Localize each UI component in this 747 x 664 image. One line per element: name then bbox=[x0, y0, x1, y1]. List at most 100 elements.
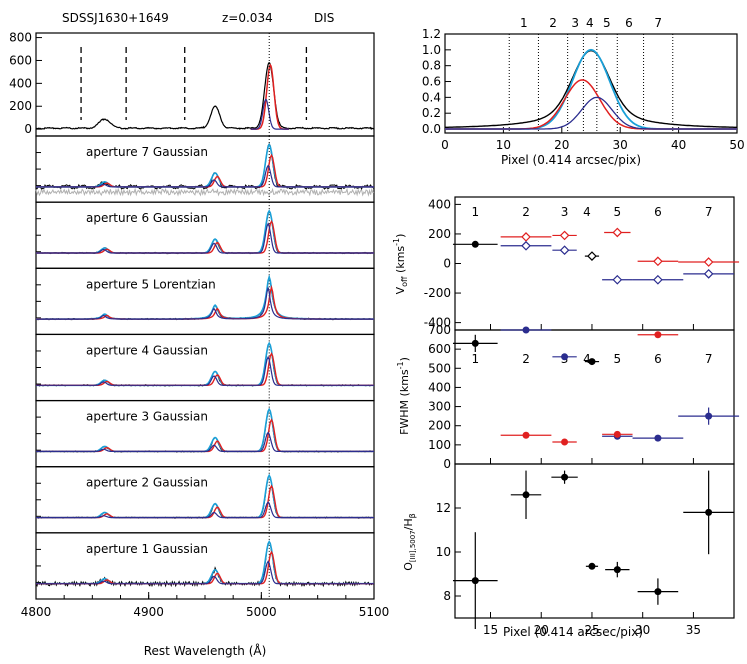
ratio-frame bbox=[454, 463, 735, 619]
y-tick-label: -400 bbox=[424, 316, 451, 330]
blue-fit-line bbox=[36, 222, 374, 254]
aperture-number: 6 bbox=[654, 205, 662, 219]
profile-line-red-component bbox=[445, 79, 737, 130]
data-point bbox=[521, 240, 531, 251]
y-tick-label: 0.4 bbox=[422, 90, 441, 104]
aperture-number: 3 bbox=[571, 16, 579, 30]
profile-line-total-oiii- bbox=[445, 48, 737, 130]
aperture-number: 7 bbox=[705, 352, 713, 366]
data-point bbox=[654, 434, 662, 442]
x-tick-label: 40 bbox=[671, 138, 686, 152]
data-point bbox=[705, 412, 713, 420]
data-point bbox=[559, 245, 570, 256]
y-tick-label: 1.0 bbox=[422, 43, 441, 57]
x-tick-label: 5100 bbox=[359, 605, 390, 619]
x-tick-label: 15 bbox=[483, 623, 498, 637]
top-panel-frame bbox=[35, 32, 375, 137]
y-tick-label: 10 bbox=[436, 545, 451, 559]
profile-frame bbox=[444, 33, 738, 134]
y-tick-label: 400 bbox=[428, 380, 451, 394]
y-tick-label: 200 bbox=[428, 227, 451, 241]
red-fit-line bbox=[36, 550, 374, 585]
data-point bbox=[613, 430, 621, 438]
data-point bbox=[613, 566, 621, 574]
fwhm-frame bbox=[454, 329, 735, 465]
y-tick-label: 8 bbox=[443, 589, 451, 603]
x-tick-label: 4800 bbox=[21, 605, 52, 619]
aperture-number: 3 bbox=[561, 205, 569, 219]
data-point bbox=[654, 331, 662, 339]
spectra-x-axis: 4800 4900 5000 5100 bbox=[21, 592, 390, 619]
aperture-label: aperture 7 Gaussian bbox=[86, 145, 208, 159]
aperture-spectra-panels: aperture 7 Gaussian aperture 6 Gaussian ap… bbox=[35, 135, 375, 600]
red-fit-line bbox=[36, 153, 374, 188]
fwhm-panel: 70060050040030020010001234567 bbox=[428, 323, 740, 471]
blue-fit-line bbox=[36, 287, 374, 320]
y-tick-label: 0.0 bbox=[422, 122, 441, 136]
x-tick-label: 20 bbox=[534, 623, 549, 637]
y-tick-label: 0.2 bbox=[422, 106, 441, 120]
y-tick-label: 600 bbox=[428, 342, 451, 356]
ratio-y-label: O[III],5007/Hβ bbox=[402, 513, 417, 570]
data-point bbox=[612, 274, 623, 285]
y-tick-label: 1.2 bbox=[422, 27, 441, 41]
data-point bbox=[705, 508, 713, 516]
y-tick-label: 0.6 bbox=[422, 75, 441, 89]
x-tick-label: 5000 bbox=[246, 605, 277, 619]
data-point bbox=[471, 240, 479, 248]
redshift-label: z=0.034 bbox=[222, 11, 273, 25]
x-tick-label: 20 bbox=[554, 138, 569, 152]
aperture-label: aperture 5 Lorentzian bbox=[86, 277, 216, 291]
data-point bbox=[561, 438, 569, 446]
x-tick-label: 4900 bbox=[133, 605, 164, 619]
data-point bbox=[471, 577, 479, 585]
aperture-panel: aperture 2 Gaussian bbox=[35, 466, 375, 534]
red-fit-line bbox=[36, 484, 374, 519]
aperture-label: aperture 4 Gaussian bbox=[86, 343, 208, 357]
aperture-label: aperture 2 Gaussian bbox=[86, 476, 208, 490]
aperture-number: 6 bbox=[654, 352, 662, 366]
aperture-number: 7 bbox=[705, 205, 713, 219]
data-point bbox=[653, 256, 663, 267]
y-tick-label: 600 bbox=[9, 53, 32, 67]
data-point bbox=[653, 274, 663, 285]
y-tick-label: 12 bbox=[436, 501, 451, 515]
aperture-number: 4 bbox=[583, 352, 591, 366]
combined-spectrum-panel: 800 600 400 200 0 bbox=[9, 31, 375, 137]
profile-line-blue-component bbox=[445, 96, 737, 130]
aperture-label: aperture 3 Gaussian bbox=[86, 410, 208, 424]
y-tick-label: 200 bbox=[428, 419, 451, 433]
spectra-x-label: Rest Wavelength (Å) bbox=[144, 643, 267, 658]
aperture-panel: aperture 3 Gaussian bbox=[35, 399, 375, 468]
red-fit-line bbox=[36, 418, 374, 453]
voff-y-label: Voff (kms-1) bbox=[392, 234, 409, 295]
data-point bbox=[587, 251, 597, 261]
x-tick-label: 35 bbox=[686, 623, 701, 637]
data-point bbox=[588, 562, 596, 570]
slit-profile-panel: 1.2 1.0 0.8 0.60.4 0.2 0.00 10 20 30 40 50 1 2 3 4 5 6 7 bbox=[422, 16, 745, 152]
data-point bbox=[703, 257, 714, 267]
aperture-number: 2 bbox=[549, 16, 557, 30]
y-tick-label: 300 bbox=[428, 400, 451, 414]
data-point bbox=[654, 588, 662, 596]
x-tick-label: 25 bbox=[584, 623, 599, 637]
blue-fit-line bbox=[36, 355, 374, 386]
y-tick-label: 700 bbox=[428, 323, 451, 337]
y-tick-label: 100 bbox=[428, 438, 451, 452]
data-point bbox=[522, 326, 530, 334]
aperture-panel: aperture 1 Gaussian bbox=[35, 532, 375, 600]
data-point bbox=[588, 358, 596, 366]
y-tick-label: 0 bbox=[24, 122, 32, 136]
aperture-number: 5 bbox=[614, 352, 622, 366]
aperture-number: 7 bbox=[654, 16, 662, 30]
data-point bbox=[522, 491, 530, 499]
red-fit-line bbox=[35, 284, 374, 320]
y-tick-label: 400 bbox=[9, 76, 32, 90]
combined-spectrum-line bbox=[35, 61, 374, 131]
data-point bbox=[561, 473, 569, 481]
blue-fit-line bbox=[36, 431, 374, 452]
y-tick-label: 500 bbox=[428, 361, 451, 375]
blue-fit-line bbox=[36, 501, 374, 519]
data-point bbox=[559, 230, 570, 241]
